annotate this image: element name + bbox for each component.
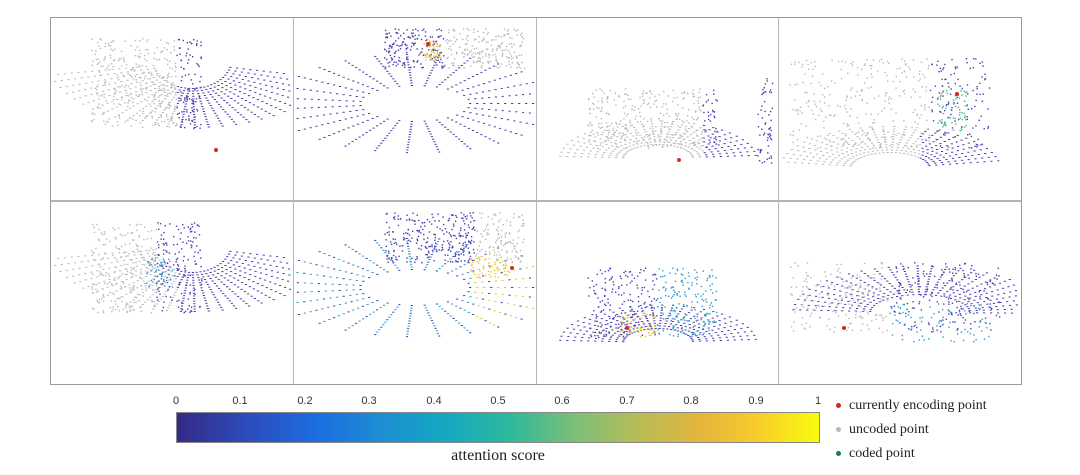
green-dot-icon xyxy=(836,451,841,457)
colorbar-label: attention score xyxy=(451,447,545,464)
panel-divider xyxy=(51,200,1021,202)
colorbar-tick: 0.1 xyxy=(232,395,248,407)
colorbar-tick: 0.6 xyxy=(554,395,570,407)
point-cloud-panel-row1-col1 xyxy=(54,38,292,152)
point-cloud-panel-row1-col4 xyxy=(782,58,1000,167)
legend-item-current: currently encoding point xyxy=(836,398,987,414)
legend-label: currently encoding point xyxy=(849,398,987,413)
colorbar-tick: 0.7 xyxy=(619,395,635,407)
legend-label: uncoded point xyxy=(849,422,929,437)
point-cloud-panel-row1-col3 xyxy=(559,78,774,164)
panel-grid xyxy=(50,17,1022,385)
legend-item-coded: coded point xyxy=(836,446,915,462)
point-cloud-panel-row2-col4 xyxy=(790,262,1018,343)
point-cloud-panel-row2-col2 xyxy=(296,212,535,338)
colorbar-tick: 0.5 xyxy=(490,395,506,407)
colorbar-tick: 0.8 xyxy=(683,395,699,407)
point-cloud-panel-row1-col2 xyxy=(296,28,535,154)
colorbar xyxy=(176,412,820,443)
point-cloud-panel-row2-col3 xyxy=(559,267,757,343)
legend-item-uncoded: uncoded point xyxy=(836,422,929,438)
colorbar-tick: 0.2 xyxy=(297,395,313,407)
colorbar-tick: 0.4 xyxy=(426,395,442,407)
red-dot-icon xyxy=(836,403,841,409)
colorbar-tick: 1 xyxy=(814,395,822,407)
colorbar-tick: 0.3 xyxy=(361,395,377,407)
colorbar-tick: 0.9 xyxy=(748,395,764,407)
colorbar-tick: 0 xyxy=(172,395,180,407)
legend-label: coded point xyxy=(849,446,915,461)
point-cloud-panel-row2-col1 xyxy=(54,222,292,314)
gray-dot-icon xyxy=(836,427,841,433)
